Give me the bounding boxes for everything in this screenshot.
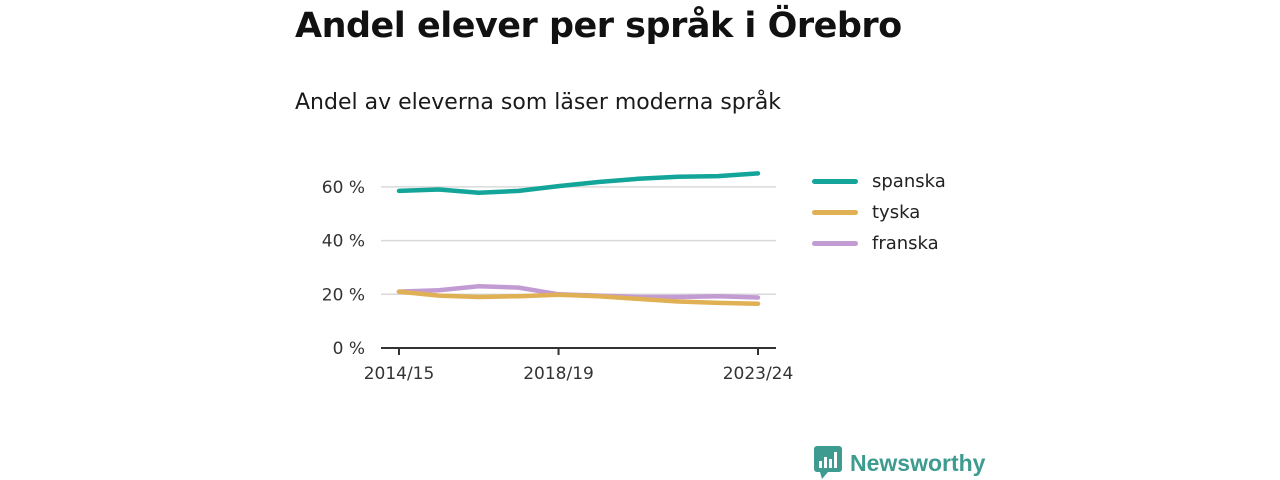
legend-label-spanska: spanska	[872, 171, 946, 192]
legend-item-tyska: tyska	[812, 197, 946, 228]
legend-swatch-tyska	[812, 210, 858, 215]
y-tick-label: 20 %	[322, 285, 365, 305]
chart-title: Andel elever per språk i Örebro	[295, 6, 902, 46]
series-line-tyska	[396, 289, 761, 306]
series-lines	[396, 171, 761, 306]
legend-label-franska: franska	[872, 233, 939, 254]
axes	[381, 347, 776, 355]
newsworthy-logo: Newsworthy	[814, 446, 985, 480]
legend: spanska tyska franska	[812, 166, 946, 259]
legend-label-tyska: tyska	[872, 202, 921, 223]
legend-item-franska: franska	[812, 228, 946, 259]
tick-labels: 0 % 20 % 40 % 60 % 2014/15 2018/19 2023/24	[322, 178, 794, 384]
legend-swatch-spanska	[812, 179, 858, 184]
y-tick-label: 0 %	[333, 339, 365, 359]
x-tick-label: 2018/19	[523, 364, 594, 384]
x-tick-label: 2023/24	[723, 364, 794, 384]
gridlines	[381, 186, 776, 296]
legend-item-spanska: spanska	[812, 166, 946, 197]
series-line-spanska	[396, 171, 761, 196]
y-tick-label: 60 %	[322, 178, 365, 198]
chart-subtitle: Andel av eleverna som läser moderna språ…	[295, 90, 782, 115]
y-tick-label: 40 %	[322, 232, 365, 252]
x-tick-label: 2014/15	[364, 364, 435, 384]
bar-chart-speech-bubble-icon	[814, 446, 842, 479]
brand-name: Newsworthy	[850, 449, 986, 476]
legend-swatch-franska	[812, 241, 858, 246]
